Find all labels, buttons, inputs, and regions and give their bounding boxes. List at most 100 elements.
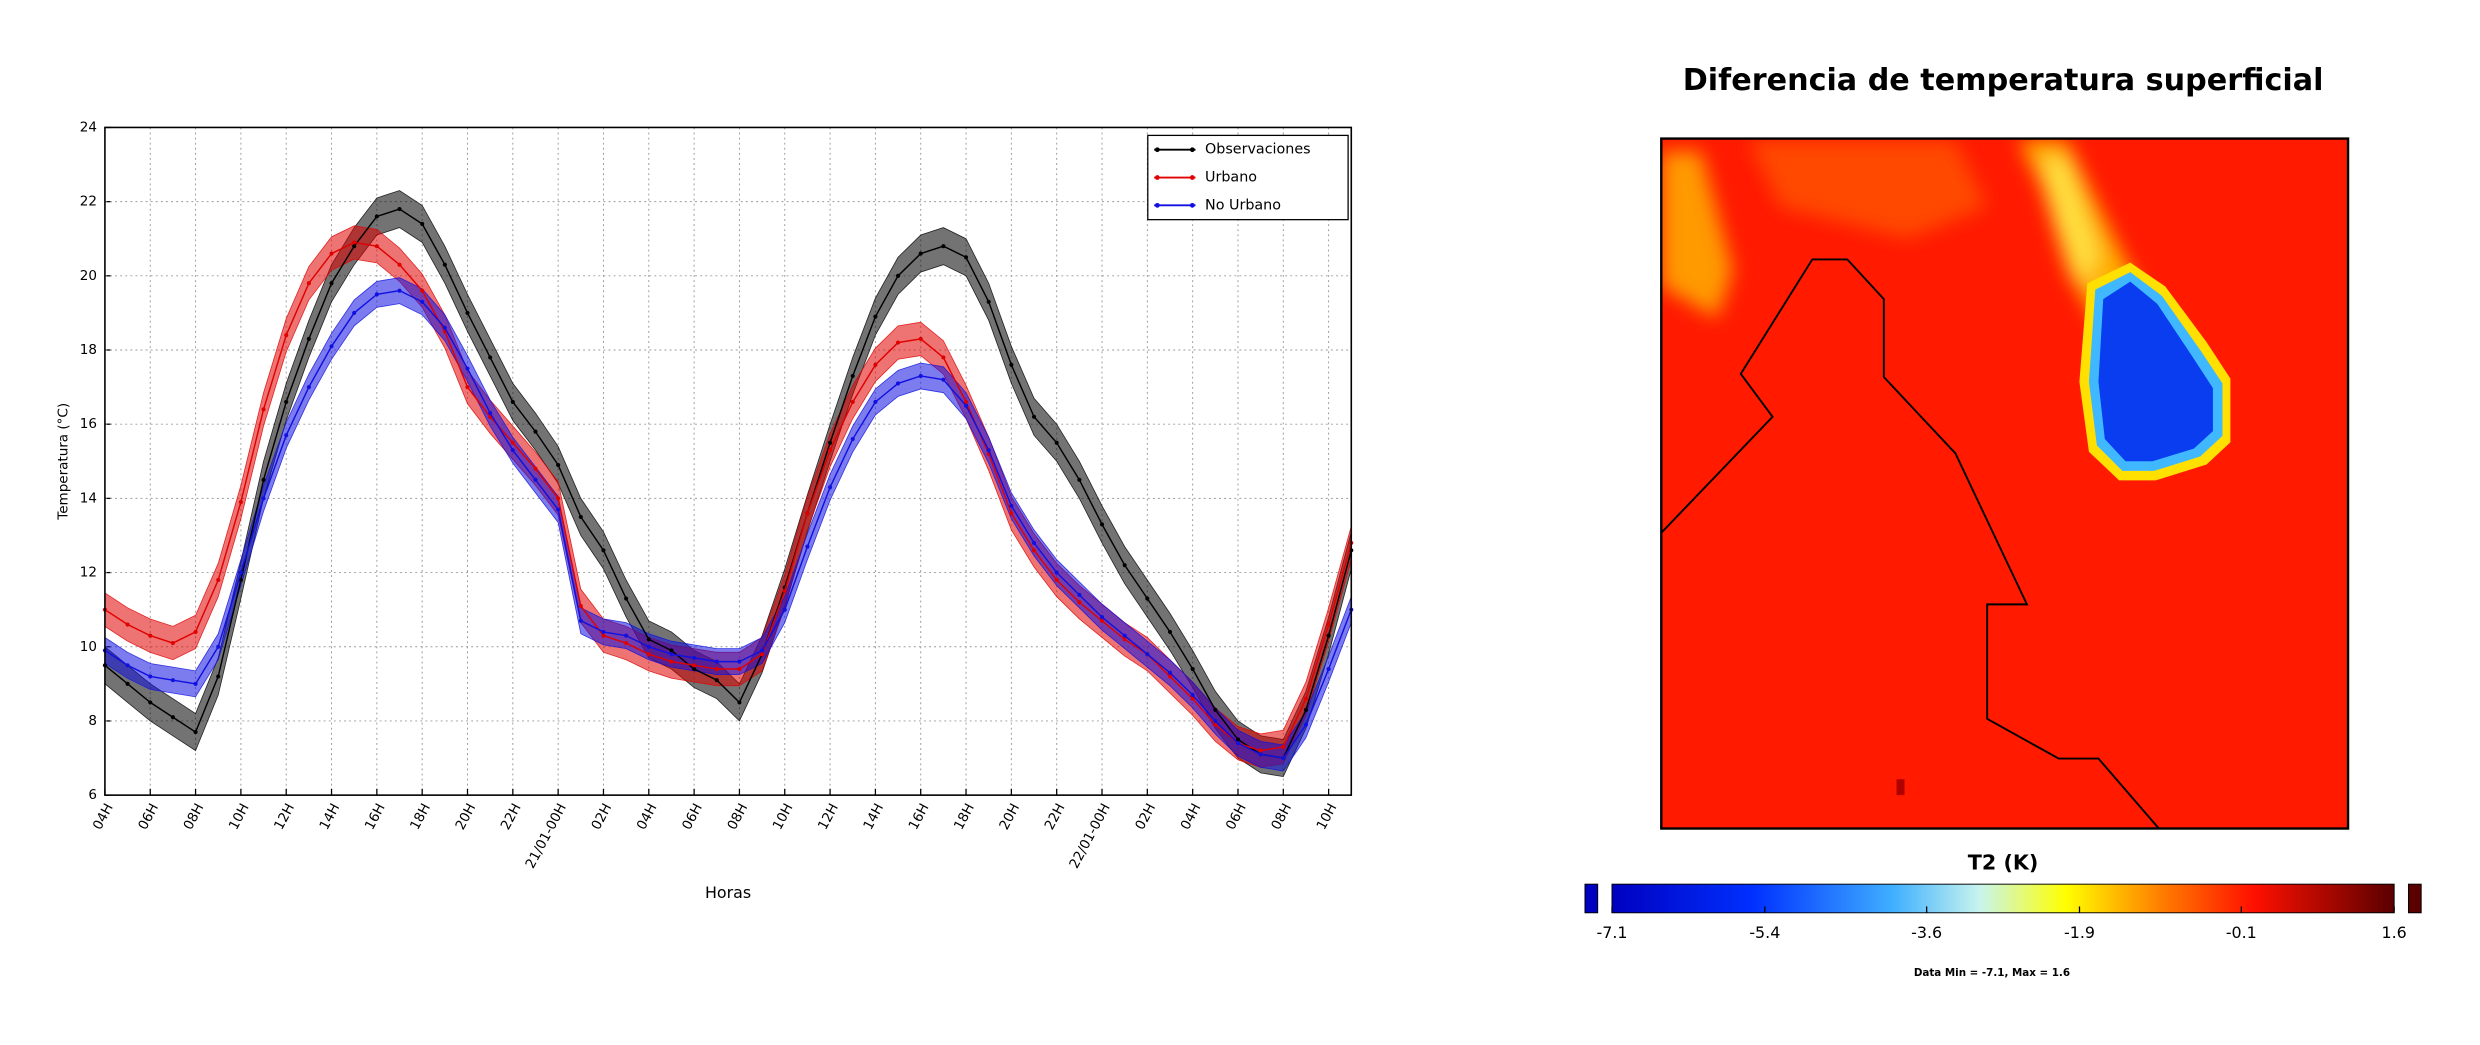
data-point [737, 700, 742, 705]
data-point [828, 440, 833, 445]
uncertainty-band [104, 225, 1352, 768]
x-tick-label: 12H [815, 801, 842, 833]
data-point [1077, 592, 1082, 597]
data-point [533, 477, 538, 482]
map-background [1661, 138, 2349, 829]
x-tick-label: 18H [407, 801, 434, 833]
data-point [556, 496, 561, 501]
data-point [941, 244, 946, 249]
data-point [1122, 637, 1127, 642]
y-tick-label: 8 [88, 713, 97, 729]
colorbar-label: T2 (K) [1968, 851, 2039, 875]
data-point [1167, 674, 1173, 679]
data-point [329, 281, 334, 286]
data-point [352, 240, 357, 245]
data-point [963, 255, 969, 260]
data-point [488, 411, 493, 416]
map-boundary [1661, 258, 2160, 829]
x-tick-label: 02H [1132, 801, 1159, 833]
x-tick-label: 12H [271, 801, 298, 833]
data-point [148, 674, 153, 679]
data-point [1009, 362, 1014, 367]
data-point [624, 596, 629, 601]
data-point [873, 314, 878, 319]
data-point [329, 344, 334, 349]
legend-label: Urbano [1205, 170, 1257, 186]
data-point [760, 648, 765, 653]
data-point [125, 622, 130, 627]
y-tick-label: 22 [80, 194, 97, 210]
data-point [669, 648, 674, 653]
legend: Observaciones Urbano No Urbano [1147, 134, 1349, 221]
data-point [465, 385, 470, 390]
data-point [1145, 652, 1150, 657]
data-point [1303, 696, 1309, 701]
legend-marker [1189, 147, 1195, 153]
data-point [238, 577, 243, 583]
data-point [261, 496, 266, 501]
data-point [193, 629, 198, 634]
colorbar-over [2407, 883, 2422, 914]
data-point [737, 666, 742, 672]
legend-marker [1189, 175, 1195, 180]
map-title: Diferencia de temperatura superficial [1683, 63, 2324, 98]
x-tick-label: 18H [951, 801, 978, 833]
x-tick-label: 08H [724, 801, 751, 833]
data-point [510, 448, 515, 453]
data-point [918, 336, 923, 341]
colorbar-tick-label: -1.9 [2064, 923, 2095, 942]
uncertainty-band [104, 190, 1352, 778]
data-point [1099, 522, 1105, 527]
data-point [986, 448, 991, 453]
x-tick-label: 02H [588, 801, 615, 833]
data-range-note: Data Min = -7.1, Max = 1.6 [1914, 967, 2070, 979]
data-point [1213, 718, 1218, 724]
data-point [420, 299, 425, 304]
x-tick-label: 06H [679, 801, 706, 833]
y-tick-label: 6 [88, 787, 97, 803]
data-point [329, 251, 334, 256]
x-axis-label: Horas [705, 883, 751, 902]
data-point [284, 333, 289, 338]
data-point [261, 407, 266, 412]
y-tick-label: 10 [80, 639, 97, 655]
colorbar-tick-label: -7.1 [1597, 923, 1628, 942]
data-point [1258, 748, 1263, 753]
data-point [692, 666, 697, 672]
data-point [306, 385, 311, 390]
data-point [193, 681, 198, 686]
data-point [170, 640, 175, 646]
data-point [148, 700, 153, 705]
series-line [104, 208, 1352, 759]
data-point [1167, 670, 1173, 675]
legend-marker [1154, 147, 1160, 153]
y-tick-label: 16 [80, 416, 97, 432]
data-point [1122, 563, 1127, 568]
x-tick-label: 10H [226, 801, 253, 833]
data-point [238, 500, 243, 505]
data-point [873, 399, 878, 405]
y-tick-label: 20 [80, 268, 97, 284]
data-point [284, 433, 289, 438]
data-point [669, 652, 674, 657]
data-point [1031, 540, 1037, 545]
heatmap: Diferencia de temperatura superficial T2… [1584, 63, 2422, 979]
data-point [1077, 600, 1082, 605]
map-spot [1896, 779, 1905, 796]
data-point [1258, 752, 1263, 757]
data-point [1326, 666, 1331, 672]
data-point [624, 640, 629, 646]
x-tick-label: 08H [1268, 801, 1295, 833]
x-tick-label: 14H [860, 801, 887, 833]
data-point [895, 381, 901, 386]
data-point [193, 730, 198, 735]
data-point [918, 251, 923, 256]
data-point [306, 336, 311, 341]
data-point [1077, 477, 1082, 482]
data-point [1235, 737, 1241, 742]
data-point [556, 462, 561, 468]
x-tick-label: 10H [1313, 801, 1340, 833]
data-point [238, 570, 243, 575]
colorbar-tick-label: 1.6 [2382, 923, 2407, 942]
data-point [669, 659, 674, 664]
